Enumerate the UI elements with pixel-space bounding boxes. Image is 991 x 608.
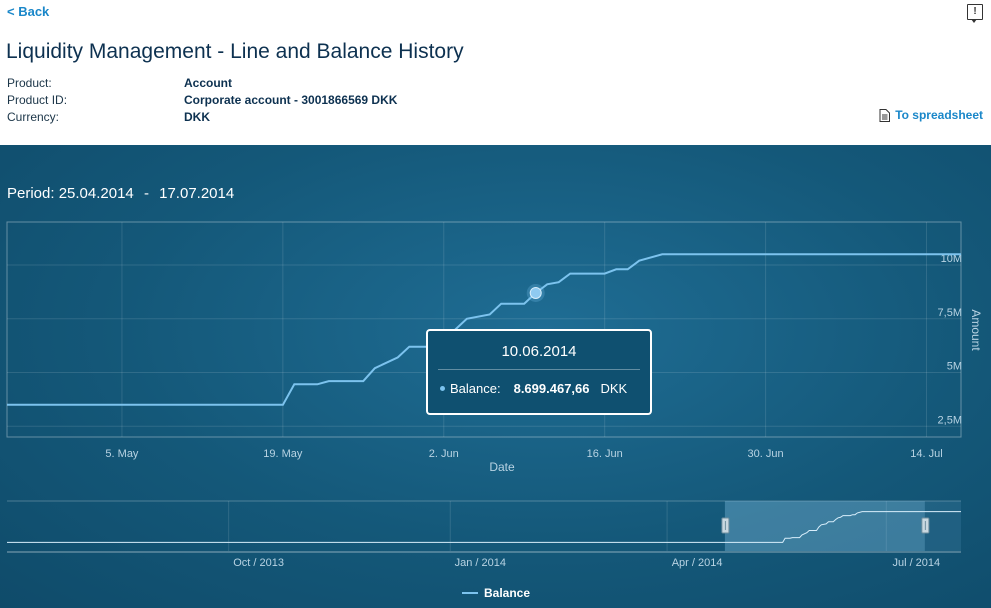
tooltip-divider (438, 369, 640, 370)
x-tick-label: 14. Jul (910, 448, 942, 460)
legend-swatch (462, 592, 478, 594)
plot-frame (6, 221, 962, 438)
to-spreadsheet-link[interactable]: To spreadsheet (879, 108, 983, 122)
x-tick-label: 19. May (263, 448, 303, 460)
main-series (7, 253, 961, 406)
period-text: Period: 25.04.2014 - 17.07.2014 (7, 185, 234, 202)
tooltip-value: 8.699.467,66 (513, 381, 590, 396)
period-label: Period: (7, 185, 55, 202)
balance-chart[interactable]: 5. May 19. May 2. Jun 16. Jun 30. Jun 14. Jul… (0, 145, 991, 608)
tooltip-row: Balance: 8.699.467,66 DKK (440, 381, 627, 396)
tooltip-date: 10.06.2014 (501, 343, 577, 360)
data-tooltip: 10.06.2014 Balance: 8.699.467,66 DKK (426, 329, 652, 415)
currency-value: DKK (184, 110, 210, 124)
to-spreadsheet-label: To spreadsheet (895, 108, 983, 122)
y-tick-label: 2,5M (938, 414, 962, 426)
feedback-icon[interactable]: ! (967, 4, 983, 23)
y-tick-label: 7,5M (938, 307, 962, 319)
navigator-selection[interactable] (724, 501, 925, 551)
product-id-label: Product ID: (7, 93, 68, 107)
x-axis-label: Date (489, 460, 515, 474)
balance-line (7, 253, 961, 406)
x-tick-label: 30. Jun (748, 448, 784, 460)
chart-panel: Period: 25.04.2014 - 17.07.2014 5. May 19… (0, 145, 991, 608)
period-end: 17.07.2014 (159, 185, 235, 202)
header-section: < Back ! Liquidity Management - Line and… (0, 0, 991, 145)
y-axis-label: Amount (969, 309, 983, 351)
navigator-tick-label: Apr / 2014 (672, 557, 723, 569)
product-value: Account (184, 76, 232, 90)
tooltip-series-label: Balance: (450, 381, 501, 396)
tooltip-currency: DKK (600, 381, 628, 396)
navigator[interactable]: Oct / 2013 Jan / 2014 Apr / 2014 Jul / 2014 (7, 500, 961, 569)
currency-label: Currency: (7, 110, 60, 124)
x-tick-label: 5. May (105, 448, 139, 460)
period-start: 25.04.2014 (58, 185, 134, 202)
main-tick-labels: 5. May 19. May 2. Jun 16. Jun 30. Jun 14. Jul… (105, 253, 962, 460)
y-tick-label: 10M (941, 253, 962, 265)
x-tick-label: 2. Jun (429, 448, 459, 460)
x-tick-label: 16. Jun (587, 448, 623, 460)
product-label: Product: (7, 76, 52, 90)
highlight-point[interactable] (529, 286, 542, 299)
navigator-tick-label: Jul / 2014 (892, 557, 940, 569)
period-separator: - (143, 185, 149, 202)
chart-legend[interactable]: Balance (462, 586, 530, 600)
legend-label: Balance (484, 586, 531, 600)
back-link[interactable]: < Back (7, 4, 50, 19)
navigator-unselected (924, 501, 961, 551)
tooltip-series-dot (440, 386, 445, 391)
product-id-value: Corporate account - 3001866569 DKK (184, 93, 398, 107)
page-title: Liquidity Management - Line and Balance … (6, 40, 464, 63)
navigator-tick-label: Oct / 2013 (233, 557, 284, 569)
document-icon (879, 108, 891, 122)
y-tick-label: 5M (947, 361, 962, 373)
navigator-series (7, 511, 961, 543)
navigator-tick-label: Jan / 2014 (455, 557, 506, 569)
